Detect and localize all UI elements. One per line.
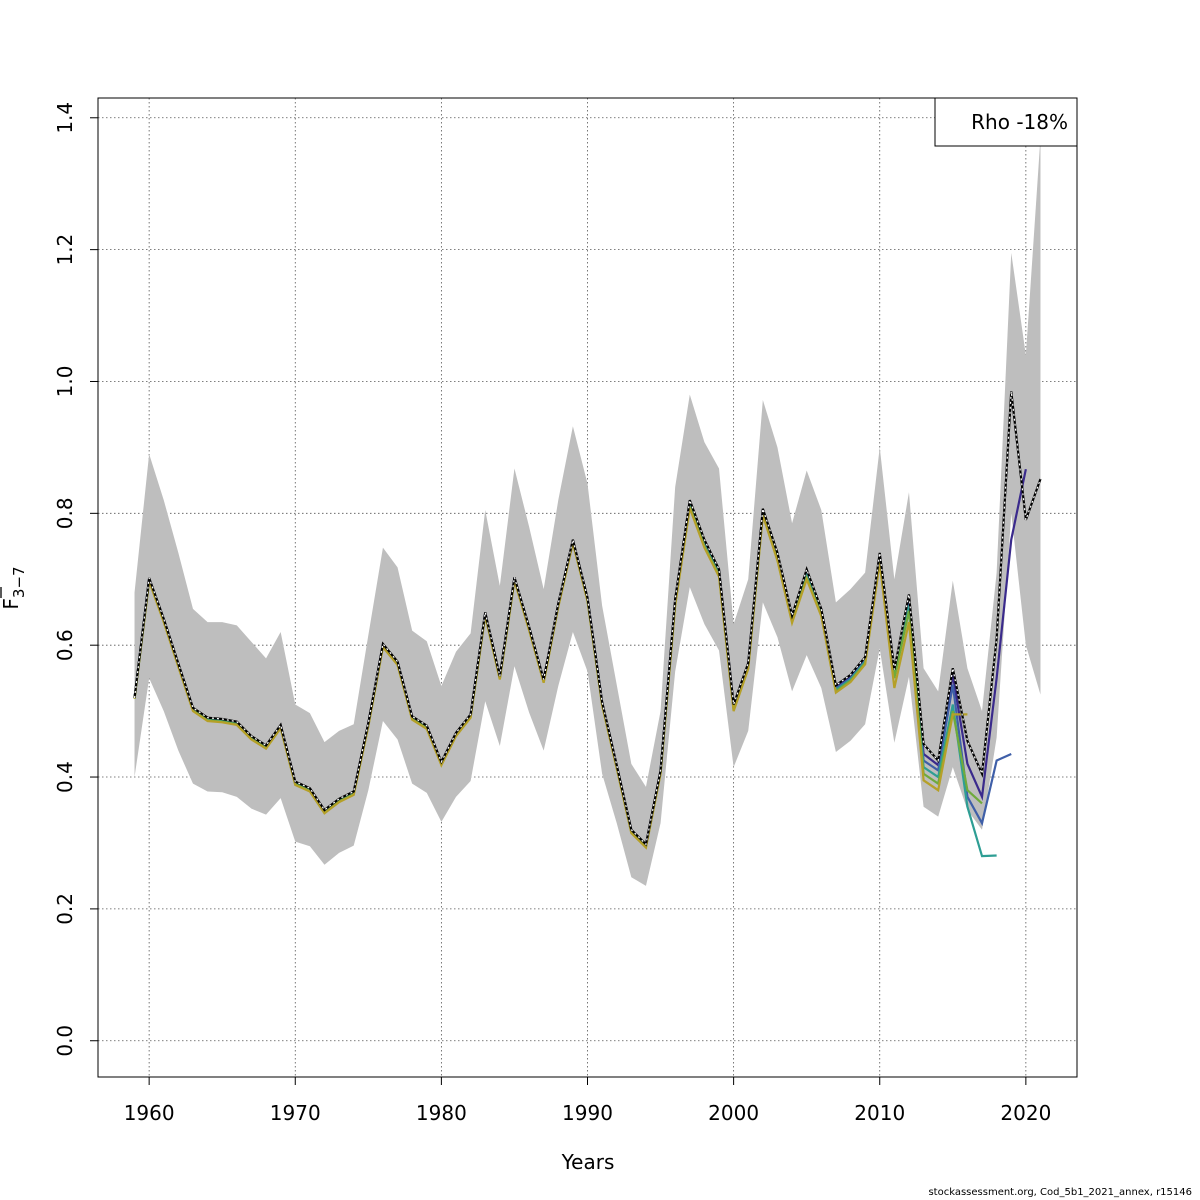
confidence-band bbox=[134, 137, 1041, 886]
svg-text:F3−7: F3−7 bbox=[0, 566, 28, 609]
x-axis: 1960 1970 1980 1990 2000 2010 2020 bbox=[124, 1077, 1051, 1125]
series-lines bbox=[133, 391, 1042, 858]
x-tick-label: 1990 bbox=[562, 1101, 613, 1125]
x-tick-label: 1960 bbox=[124, 1101, 175, 1125]
y-tick-label: 0.2 bbox=[53, 893, 77, 925]
x-tick-label: 2000 bbox=[708, 1101, 759, 1125]
legend-text: Rho -18% bbox=[971, 110, 1068, 134]
y-axis-title-subscript: 3−7 bbox=[10, 566, 28, 598]
x-tick-label: 1970 bbox=[270, 1101, 321, 1125]
x-tick-label: 2020 bbox=[1000, 1101, 1051, 1125]
y-axis: 0.0 0.2 0.4 0.6 0.8 1.0 1.2 1.4 bbox=[53, 102, 98, 1057]
x-tick-label: 2010 bbox=[854, 1101, 905, 1125]
y-axis-title: F3−7 bbox=[0, 566, 28, 609]
x-tick-label: 1980 bbox=[416, 1101, 467, 1125]
legend-box bbox=[934, 97, 1078, 147]
series-line-final bbox=[133, 391, 1042, 847]
y-tick-label: 0.8 bbox=[53, 497, 77, 529]
y-tick-label: 0.4 bbox=[53, 761, 77, 793]
confidence-band-area bbox=[134, 137, 1041, 886]
footer-credit: stockassessment.org, Cod_5b1_2021_annex,… bbox=[928, 1187, 1192, 1198]
y-tick-label: 0.6 bbox=[53, 629, 77, 661]
y-tick-label: 1.4 bbox=[53, 102, 77, 134]
y-tick-label: 1.0 bbox=[53, 366, 77, 398]
x-axis-title: Years bbox=[561, 1150, 615, 1174]
y-axis-title-main: F bbox=[0, 598, 23, 610]
y-tick-label: 0.0 bbox=[53, 1025, 77, 1057]
y-tick-label: 1.2 bbox=[53, 234, 77, 266]
legend: Rho -18% bbox=[934, 97, 1078, 147]
